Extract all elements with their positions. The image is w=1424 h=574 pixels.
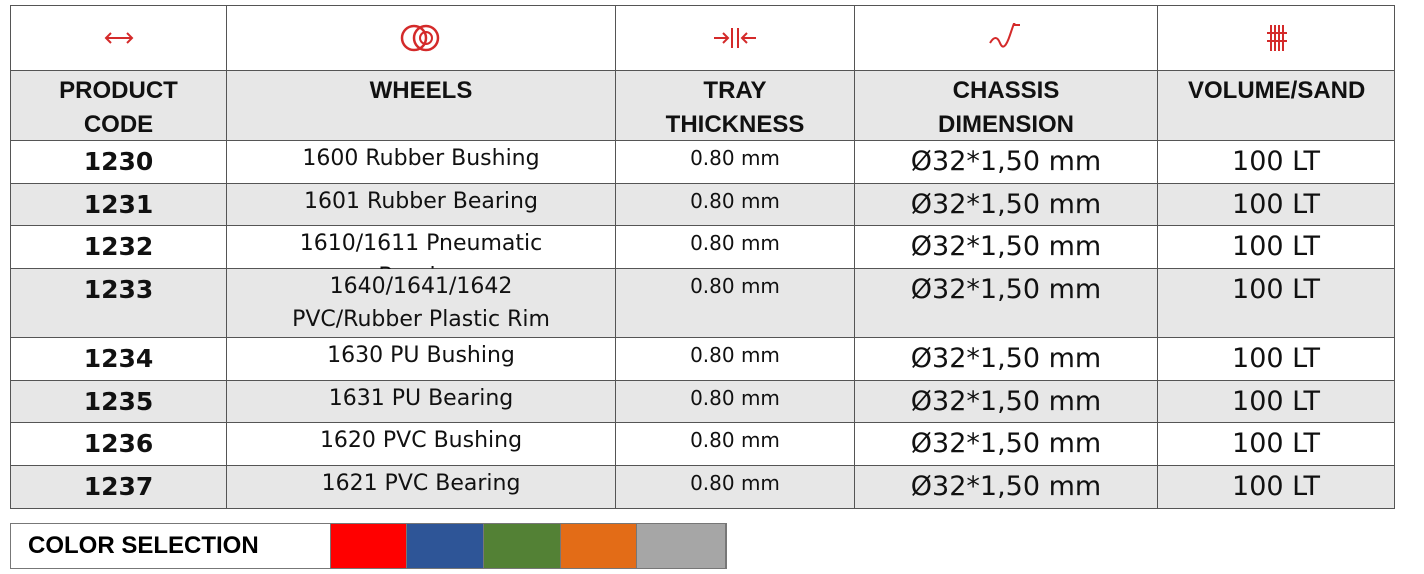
column-header: WHEELS: [227, 71, 616, 141]
product-table: PRODUCT CODE WHEELS TRAY THICKNESS CHASSIS …: [10, 5, 1395, 509]
wheels: 1640/1641/1642 PVC/Rubber Plastic Rim: [227, 269, 616, 338]
volume: 100 LT: [1158, 226, 1395, 269]
column-header: TRAY THICKNESS: [616, 71, 855, 141]
chassis-dimension: Ø32*1,50 mm: [855, 226, 1158, 269]
color-swatch: [484, 524, 561, 568]
volume: 100 LT: [1158, 141, 1395, 184]
color-swatch: [331, 524, 407, 568]
product-code: 1236: [11, 423, 227, 466]
volume: 100 LT: [1158, 381, 1395, 423]
column-icon: [616, 6, 855, 71]
tray-thickness: 0.80 mm: [616, 338, 855, 381]
product-code: 1231: [11, 184, 227, 226]
column-icon: [11, 6, 227, 71]
column-icon: [227, 6, 616, 71]
tray-thickness: 0.80 mm: [616, 269, 855, 338]
tray-thickness: 0.80 mm: [616, 381, 855, 423]
volume: 100 LT: [1158, 466, 1395, 509]
product-code: 1232: [11, 226, 227, 269]
column-header: CHASSIS DIMENSION: [855, 71, 1158, 141]
chassis-dimension: Ø32*1,50 mm: [855, 269, 1158, 338]
product-code: 1234: [11, 338, 227, 381]
tray-thickness: 0.80 mm: [616, 466, 855, 509]
tray-thickness: 0.80 mm: [616, 184, 855, 226]
wheels: 1630 PU Bushing: [227, 338, 616, 381]
tray-thickness: 0.80 mm: [616, 423, 855, 466]
column-icon: [855, 6, 1158, 71]
chassis-dimension: Ø32*1,50 mm: [855, 184, 1158, 226]
chassis-dimension: Ø32*1,50 mm: [855, 423, 1158, 466]
wheels: 1600 Rubber Bushing: [227, 141, 616, 184]
tray-thickness: 0.80 mm: [616, 141, 855, 184]
chassis-dimension: Ø32*1,50 mm: [855, 466, 1158, 509]
product-code: 1230: [11, 141, 227, 184]
wheels: 1621 PVC Bearing: [227, 466, 616, 509]
volume: 100 LT: [1158, 423, 1395, 466]
product-code: 1237: [11, 466, 227, 509]
product-code: 1233: [11, 269, 227, 338]
column-header: VOLUME/SAND: [1158, 71, 1395, 141]
color-selection-label: COLOR SELECTION: [11, 524, 331, 568]
column-icon: [1158, 6, 1395, 71]
volume: 100 LT: [1158, 269, 1395, 338]
color-swatch: [561, 524, 637, 568]
volume: 100 LT: [1158, 338, 1395, 381]
chassis-dimension: Ø32*1,50 mm: [855, 338, 1158, 381]
product-code: 1235: [11, 381, 227, 423]
wheels: 1601 Rubber Bearing: [227, 184, 616, 226]
color-swatch: [637, 524, 726, 568]
wheels: 1610/1611 Pneumatic Bearing: [227, 226, 616, 289]
color-swatch: [407, 524, 484, 568]
color-selection: COLOR SELECTION: [10, 523, 727, 569]
chassis-dimension: Ø32*1,50 mm: [855, 141, 1158, 184]
wheels: 1631 PU Bearing: [227, 381, 616, 423]
column-header: PRODUCT CODE: [11, 71, 227, 141]
tray-thickness: 0.80 mm: [616, 226, 855, 269]
chassis-dimension: Ø32*1,50 mm: [855, 381, 1158, 423]
volume: 100 LT: [1158, 184, 1395, 226]
wheels: 1620 PVC Bushing: [227, 423, 616, 466]
